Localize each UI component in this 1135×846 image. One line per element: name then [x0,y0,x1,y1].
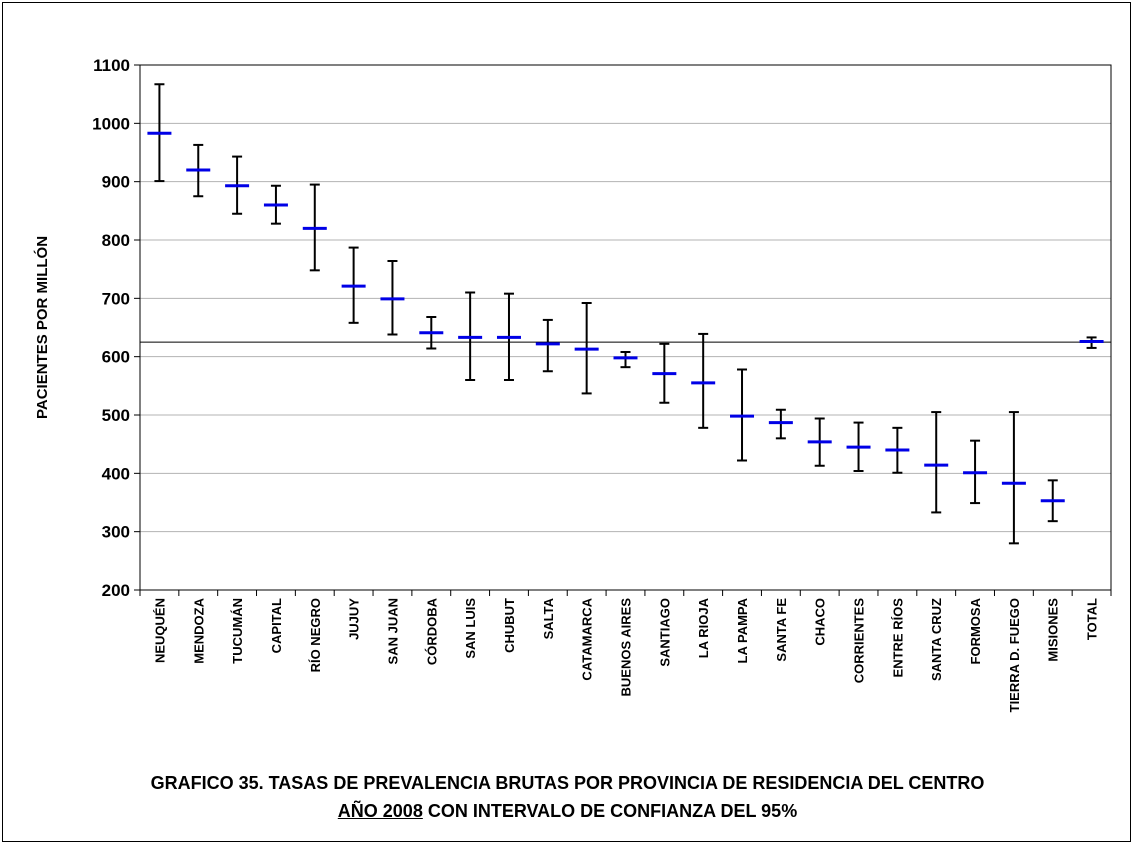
y-tick-label: 200 [102,581,130,600]
y-tick-label: 1100 [93,56,130,75]
x-tick-label: NEUQUÉN [152,598,167,663]
y-tick-label: 900 [102,173,130,192]
caption-year: AÑO 2008 [337,801,423,821]
x-tick-label: FORMOSA [968,597,983,664]
error-bar [620,351,631,369]
error-bar [542,318,553,373]
x-tick-label: MENDOZA [191,597,206,663]
x-tick-label: LA RIOJA [696,597,711,658]
plot-area-border [139,64,1112,591]
y-tick-label: 300 [102,523,130,542]
x-tick-label: SANTA CRUZ [929,598,944,681]
y-tick-label: 700 [102,289,130,308]
y-tick-label: 500 [102,406,130,425]
grid-lines [140,122,1111,533]
x-tick-label: CHACO [813,598,828,646]
data-points [147,131,1104,503]
x-tick-label: TIERRA D. FUEGO [1007,598,1022,712]
x-tick-label: ENTRE RÍOS [890,598,905,678]
x-tick-label: BUENOS AIRES [619,598,634,697]
error-bar [698,332,709,429]
axes: 200 300 400 500 600 700 800 900 1000 1100 NEUQUÉN M… [92,56,1112,712]
y-tick-label: 600 [102,348,130,367]
x-tick-label: SAN JUAN [385,598,400,664]
x-tick-label: JUJUY [347,598,362,640]
x-tick-label: CATAMARCA [580,597,595,680]
x-tick-label: CAPITAL [269,598,284,653]
y-tick-label: 800 [102,231,130,250]
y-tick-label: 400 [102,464,130,483]
x-tick-label: SANTA FE [774,598,789,662]
x-tick-label: SANTIAGO [657,598,672,667]
x-tick-label: SAN LUIS [463,598,478,659]
x-tick-label: TUCUMÁN [230,598,245,664]
chart-caption-line-1: GRAFICO 35. TASAS DE PREVALENCIA BRUTAS … [150,773,985,793]
x-tick-label: LA PAMPA [735,597,750,663]
x-tick-label: TOTAL [1085,598,1100,640]
error-bar [1008,411,1019,545]
caption-rest: CON INTERVALO DE CONFIANZA DEL 95% [422,801,798,821]
y-tick-label: 1000 [92,114,130,133]
x-tick-label: CÓRDOBA [424,597,439,665]
y-axis-label: PACIENTES POR MILLÓN [33,236,51,419]
x-tick-label: RÍO NEGRO [308,598,323,672]
x-tick-label: CHUBUT [502,598,517,653]
x-tick-label: SALTA [541,597,556,639]
error-bars [154,83,1097,545]
chart-caption-line-2: AÑO 2008 CON INTERVALO DE CONFIANZA DEL … [0,801,1135,822]
x-tick-label: CORRIENTES [852,598,867,684]
x-tick-label: MISIONES [1046,598,1061,662]
error-bar [931,411,942,514]
